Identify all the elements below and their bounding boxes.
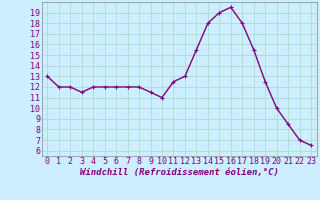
- X-axis label: Windchill (Refroidissement éolien,°C): Windchill (Refroidissement éolien,°C): [80, 168, 279, 177]
